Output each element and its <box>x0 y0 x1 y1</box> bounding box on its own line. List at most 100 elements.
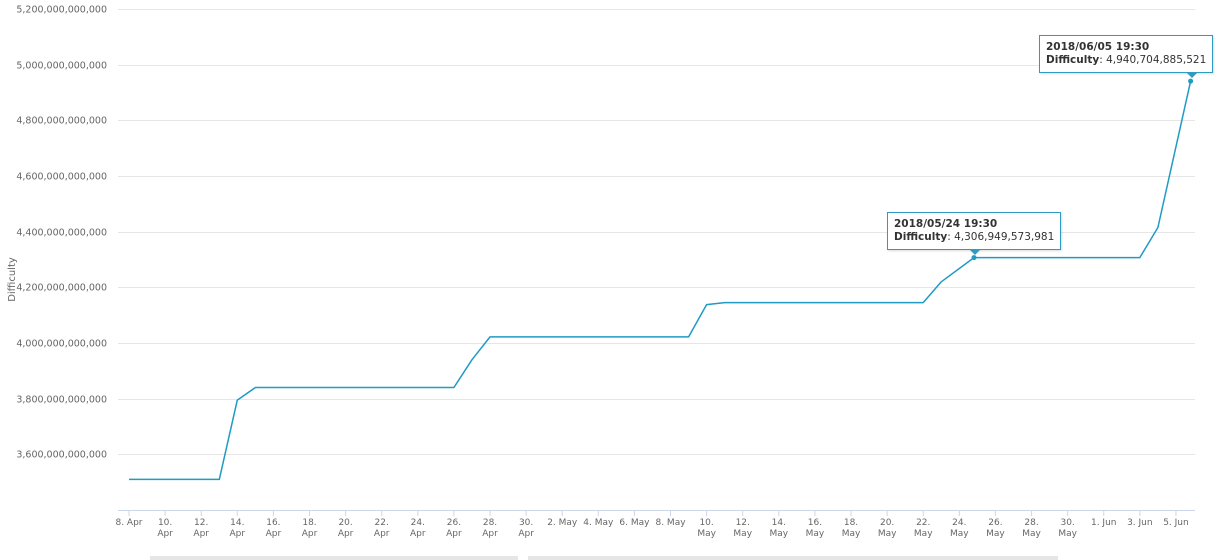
x-tick-label: 30. May <box>1058 518 1077 539</box>
x-tick-label-line: May <box>950 529 969 539</box>
x-tick-label-line: 14. <box>772 518 786 528</box>
x-tick-label-line: 16. <box>266 518 280 528</box>
x-tick-label-line: 8. May <box>655 518 686 528</box>
hover-point-marker[interactable] <box>1188 78 1194 84</box>
x-tick-label-line: Apr <box>157 529 173 539</box>
x-tick-label: 6. May <box>619 518 650 528</box>
x-tick-label-line: 3. Jun <box>1127 518 1153 528</box>
x-tick-label: 22. May <box>914 518 933 539</box>
x-tick-label-line: 24. <box>411 518 425 528</box>
x-tick-label-line: May <box>914 529 933 539</box>
scrollbar-track-right[interactable] <box>528 556 1058 560</box>
x-tick-label-line: 12. <box>736 518 750 528</box>
x-tick-label-line: 18. <box>844 518 858 528</box>
x-tick-label-line: 26. <box>988 518 1002 528</box>
x-tick-label-line: May <box>1058 529 1077 539</box>
x-tick-label-line: Apr <box>410 529 426 539</box>
x-tick-label: 2. May <box>547 518 578 528</box>
x-tick-label: 18. Apr <box>302 518 318 539</box>
x-tick-label-line: 28. <box>483 518 497 528</box>
x-tick-label: 14. Apr <box>230 518 246 539</box>
x-tick-label-line: 6. May <box>619 518 650 528</box>
tooltip-value: 4,940,704,885,521 <box>1106 54 1207 67</box>
x-tick-label: 24. Apr <box>410 518 426 539</box>
y-tick-label: 4,600,000,000,000 <box>16 172 107 183</box>
x-tick-label-line: 22. <box>375 518 389 528</box>
x-tick-label: 12. May <box>733 518 752 539</box>
data-tooltip: 2018/05/24 19:30 Difficulty: 4,306,949,57… <box>887 211 1062 255</box>
x-tick-label-line: 1. Jun <box>1091 518 1117 528</box>
x-tick-label-line: Apr <box>482 529 498 539</box>
tooltip-colon: : <box>1099 54 1107 67</box>
x-tick-label: 20. May <box>878 518 897 539</box>
x-tick-label: 4. May <box>583 518 614 528</box>
y-tick-label: 4,200,000,000,000 <box>16 283 107 294</box>
y-axis-title: Difficulty <box>7 257 18 302</box>
hover-point-marker[interactable] <box>971 255 977 261</box>
x-tick-label-line: Apr <box>446 529 462 539</box>
x-tick-label: 8. May <box>655 518 686 528</box>
x-tick-label: 30. Apr <box>518 518 534 539</box>
x-tick-label-line: 26. <box>447 518 461 528</box>
x-tick-label-line: Apr <box>518 529 534 539</box>
x-tick-label-line: 5. Jun <box>1163 518 1189 528</box>
x-tick-label-line: Apr <box>338 529 354 539</box>
scrollbar-track-left[interactable] <box>150 556 518 560</box>
y-tick-label: 4,400,000,000,000 <box>16 228 107 239</box>
x-tick-label: 10. May <box>697 518 716 539</box>
x-tick-label: 10. Apr <box>157 518 173 539</box>
y-tick-label: 3,600,000,000,000 <box>16 450 107 461</box>
tooltip-label: Difficulty <box>1046 54 1100 67</box>
x-tick-label-line: 24. <box>952 518 966 528</box>
x-tick-label-line: 28. <box>1024 518 1038 528</box>
x-tick-label: 20. Apr <box>338 518 354 539</box>
x-tick-label: 28. May <box>1022 518 1041 539</box>
x-tick-label: 16. Apr <box>266 518 282 539</box>
x-tick-label-line: 16. <box>808 518 822 528</box>
x-tick-label: 26. May <box>986 518 1005 539</box>
x-tick-label-line: 10. <box>158 518 172 528</box>
x-tick-label-line: 10. <box>699 518 713 528</box>
x-tick-label-line: 20. <box>880 518 894 528</box>
x-tick-label: 8. Apr <box>115 518 142 528</box>
tooltip-colon: : <box>947 230 955 243</box>
x-tick-label: 12. Apr <box>193 518 209 539</box>
data-tooltip: 2018/06/05 19:30 Difficulty: 4,940,704,88… <box>1039 35 1214 79</box>
y-tick-label: 5,200,000,000,000 <box>16 5 107 16</box>
x-tick-label-line: May <box>697 529 716 539</box>
x-tick-label-line: 8. Apr <box>115 518 142 528</box>
tooltip-date: 2018/05/24 19:30 <box>894 217 998 230</box>
x-tick-label-line: Apr <box>193 529 209 539</box>
x-tick-label-line: May <box>770 529 789 539</box>
x-tick-label: 22. Apr <box>374 518 390 539</box>
x-tick-label-line: 14. <box>230 518 244 528</box>
tooltip-date: 2018/06/05 19:30 <box>1046 41 1150 54</box>
x-tick-label-line: 30. <box>519 518 533 528</box>
x-tick-label-line: May <box>878 529 897 539</box>
x-tick-label-line: 18. <box>302 518 316 528</box>
y-tick-label: 4,000,000,000,000 <box>16 339 107 350</box>
series-line-difficulty[interactable] <box>129 81 1192 481</box>
x-tick-label-line: May <box>806 529 825 539</box>
x-tick-label-line: 22. <box>916 518 930 528</box>
x-tick-label: 26. Apr <box>446 518 462 539</box>
x-tick-label: 24. May <box>950 518 969 539</box>
x-tick-label: 18. May <box>842 518 861 539</box>
tooltip-label: Difficulty <box>894 230 948 243</box>
x-tick-label-line: 20. <box>338 518 352 528</box>
y-tick-label: 4,800,000,000,000 <box>16 116 107 127</box>
x-tick-label-line: 2. May <box>547 518 578 528</box>
x-tick-label: 16. May <box>806 518 825 539</box>
x-tick-label-line: Apr <box>230 529 246 539</box>
x-tick-label-line: May <box>733 529 752 539</box>
y-tick-label: 3,800,000,000,000 <box>16 395 107 406</box>
x-tick-label-line: Apr <box>302 529 318 539</box>
x-tick-label-line: Apr <box>266 529 282 539</box>
x-tick-label-line: Apr <box>374 529 390 539</box>
x-tick-label-line: 30. <box>1060 518 1074 528</box>
x-tick-label-line: May <box>1022 529 1041 539</box>
y-tick-label: 5,000,000,000,000 <box>16 61 107 72</box>
x-tick-label-line: May <box>986 529 1005 539</box>
